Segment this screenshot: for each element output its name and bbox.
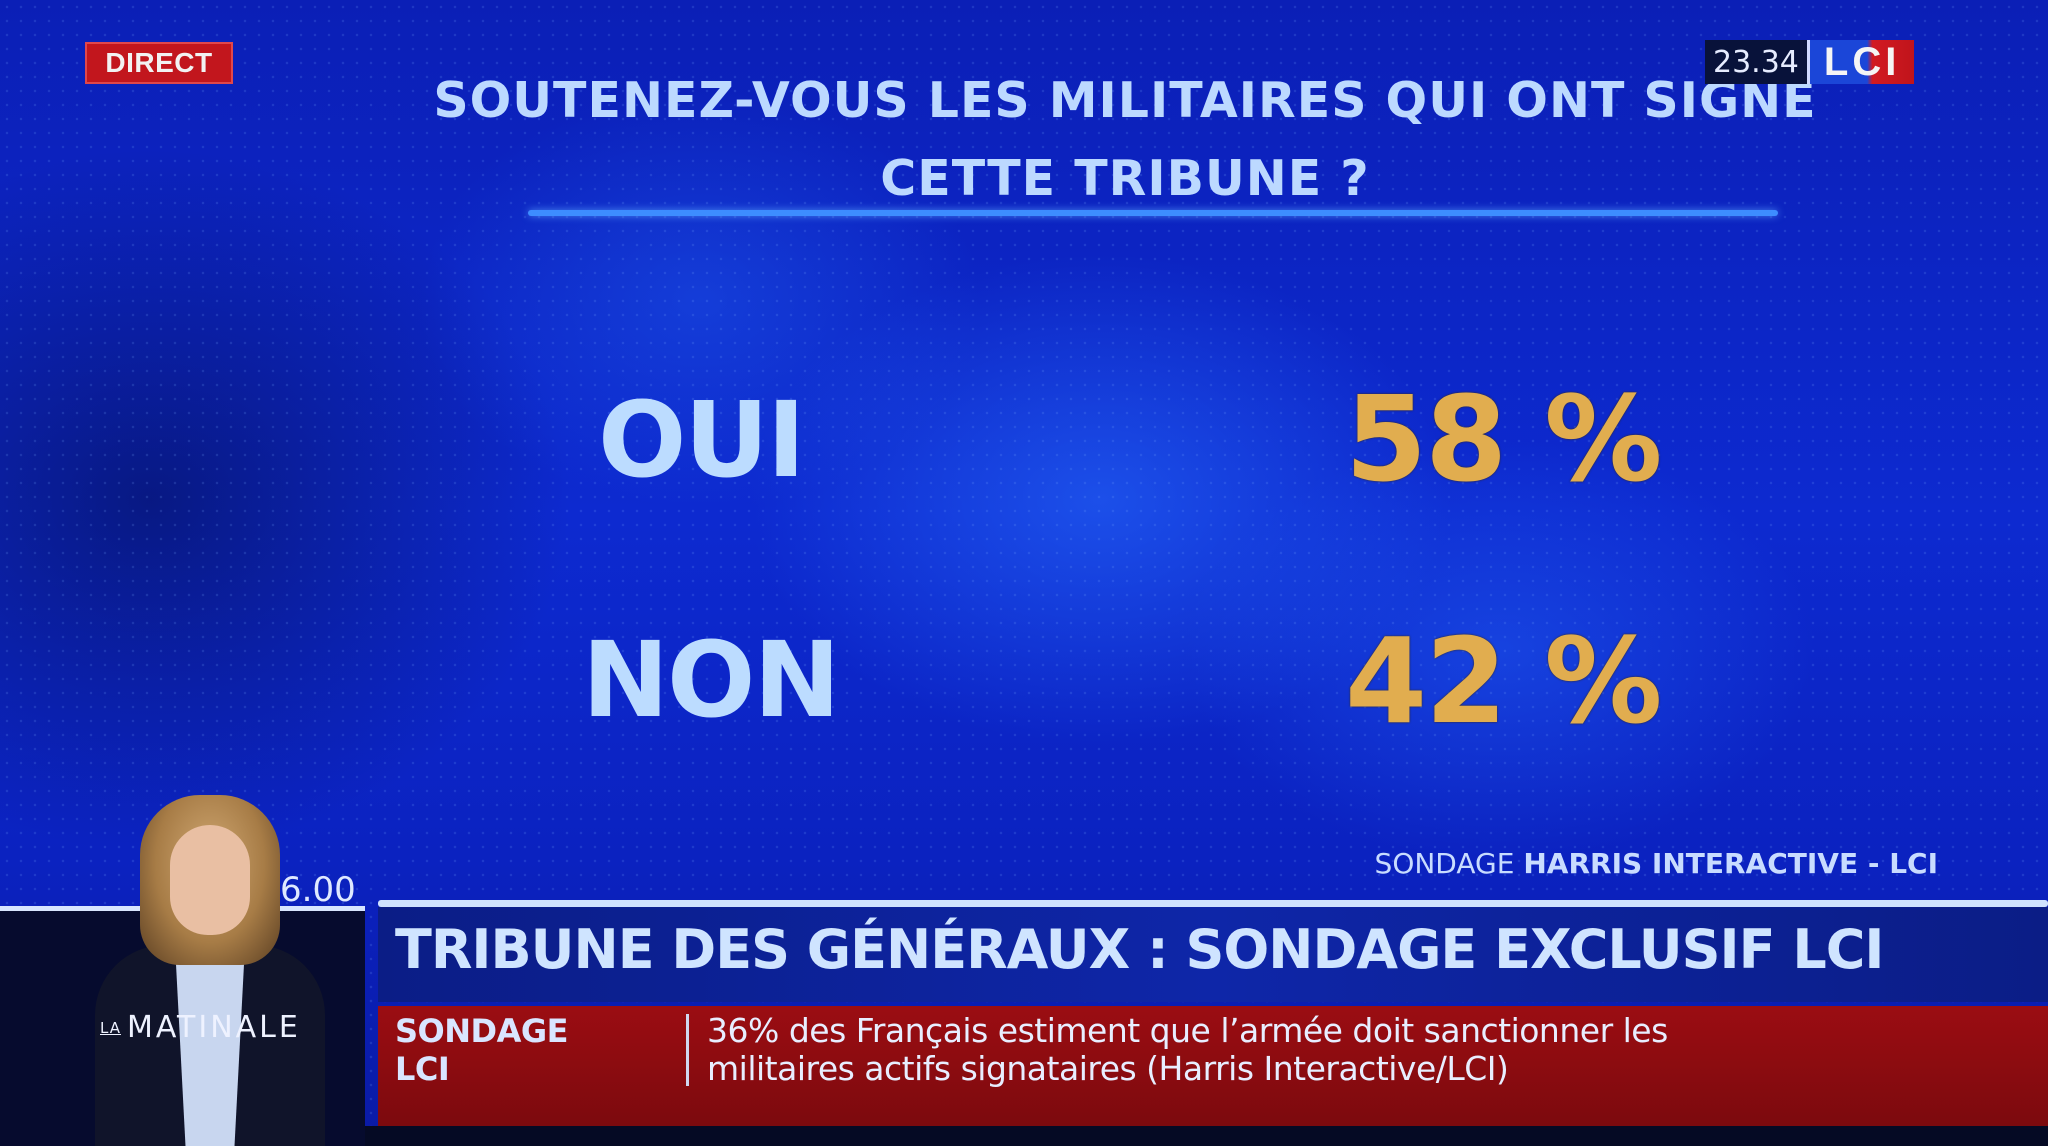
answer-label-oui: OUI bbox=[598, 379, 806, 501]
poll-question-line1: SOUTENEZ-VOUS LES MILITAIRES QUI ONT SIG… bbox=[433, 72, 1817, 129]
presenter-shirt bbox=[175, 945, 245, 1146]
clock: 23.34 bbox=[1705, 40, 1810, 84]
channel-bug: 23.34 LCI bbox=[1705, 40, 1915, 84]
ticker-line1: 36% des Français estiment que l’armée do… bbox=[707, 1011, 1668, 1050]
source-prefix: SONDAGE bbox=[1374, 847, 1515, 880]
ticker-text: 36% des Français estiment que l’armée do… bbox=[707, 1000, 1668, 1088]
lci-logo: LCI bbox=[1809, 40, 1915, 84]
headline-top-rule bbox=[378, 900, 2048, 907]
poll-source: SONDAGE HARRIS INTERACTIVE - LCI bbox=[1375, 847, 1938, 880]
show-name-prefix: LA bbox=[100, 1018, 121, 1037]
presenter-face bbox=[170, 825, 250, 935]
ticker-separator bbox=[686, 1014, 689, 1086]
poll-question: SOUTENEZ-VOUS LES MILITAIRES QUI ONT SIG… bbox=[300, 62, 1950, 218]
headline: TRIBUNE DES GÉNÉRAUX : SONDAGE EXCLUSIF … bbox=[395, 918, 1884, 981]
answer-label-non: NON bbox=[582, 619, 840, 741]
answer-value-oui: 58 % bbox=[1345, 370, 1663, 508]
ticker-bar bbox=[378, 1006, 2048, 1126]
title-divider bbox=[528, 210, 1778, 216]
poll-question-line2: CETTE TRIBUNE ? bbox=[880, 150, 1370, 207]
program-time: 6.00 bbox=[280, 870, 356, 910]
ticker-label-line1: SONDAGE bbox=[395, 1012, 568, 1050]
presenter-photo bbox=[95, 795, 325, 1146]
ticker-label-line2: LCI bbox=[395, 1050, 450, 1088]
headline-bar bbox=[378, 907, 2048, 1002]
show-name: LA MATINALE bbox=[100, 1010, 301, 1045]
bottom-edge bbox=[365, 1126, 2048, 1146]
show-name-main: MATINALE bbox=[126, 1010, 301, 1045]
ticker-label: SONDAGE LCI bbox=[395, 1012, 568, 1088]
ticker-line2: militaires actifs signataires (Harris In… bbox=[707, 1049, 1509, 1088]
source-name: HARRIS INTERACTIVE - LCI bbox=[1523, 847, 1938, 880]
answer-value-non: 42 % bbox=[1345, 612, 1663, 750]
live-badge: DIRECT bbox=[85, 42, 233, 84]
